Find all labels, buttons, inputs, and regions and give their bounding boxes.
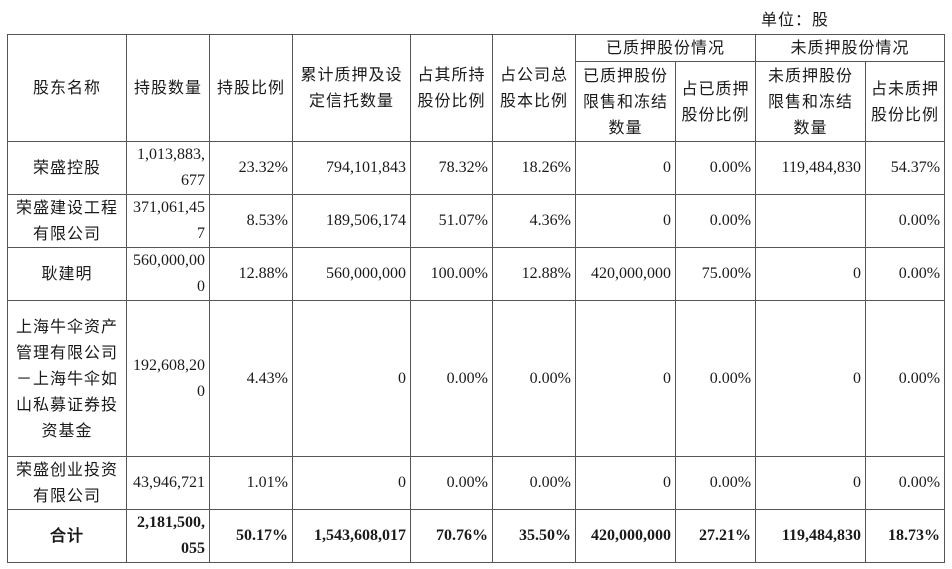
shares-held: 192,608,200 <box>126 300 210 457</box>
shares-held: 371,061,457 <box>126 194 210 248</box>
pct-total-capital: 0.00% <box>492 300 576 457</box>
total-pct-unpledged: 18.73% <box>865 509 946 563</box>
holding-ratio: 1.01% <box>209 456 293 510</box>
pledged-restricted-frozen: 0 <box>575 141 676 195</box>
shares-held: 560,000,000 <box>126 247 210 301</box>
total-unpledged-restricted-frozen: 119,484,830 <box>755 509 867 563</box>
unpledged-restricted-frozen: 0 <box>755 300 867 457</box>
pct-pledged: 0.00% <box>674 300 757 457</box>
pct-unpledged: 0.00% <box>865 247 946 301</box>
total-shares-held: 2,181,500,055 <box>126 509 210 563</box>
total-cumulative-pledged: 1,543,608,017 <box>292 509 411 563</box>
pct-unpledged: 54.37% <box>865 141 946 195</box>
header-pct-total-capital: 占公司总股本比例 <box>492 34 576 142</box>
header-shares-held: 持股数量 <box>126 34 210 142</box>
pct-total-capital: 18.26% <box>492 141 576 195</box>
cumulative-pledged: 189,506,174 <box>292 194 411 248</box>
unpledged-restricted-frozen <box>755 194 867 248</box>
table-row: 荣盛建设工程有限公司 371,061,457 8.53% 189,506,174… <box>7 194 946 248</box>
header-pledged-restricted-frozen: 已质押股份限售和冻结数量 <box>575 61 676 142</box>
shares-held: 1,013,883,677 <box>126 141 210 195</box>
cumulative-pledged: 794,101,843 <box>292 141 411 195</box>
cumulative-pledged: 0 <box>292 456 411 510</box>
unit-label: 单位：股 <box>761 10 830 29</box>
pct-own-holding: 51.07% <box>410 194 493 248</box>
pledge-table: 股东名称 持股数量 持股比例 累计质押及设定信托数量 占其所持股份比例 占公司总… <box>7 34 946 563</box>
header-cumulative-pledged: 累计质押及设定信托数量 <box>292 34 411 142</box>
shareholder-name: 荣盛控股 <box>7 141 127 195</box>
total-pct-pledged: 27.21% <box>674 509 757 563</box>
table-row: 荣盛创业投资有限公司 43,946,721 1.01% 0 0.00% 0.00… <box>7 456 946 510</box>
header-pct-unpledged: 占未质押股份比例 <box>865 61 946 142</box>
header-pledged-group: 已质押股份情况 <box>574 34 757 62</box>
cumulative-pledged: 560,000,000 <box>292 247 411 301</box>
unpledged-restricted-frozen: 119,484,830 <box>755 141 867 195</box>
table-row: 上海牛伞资产管理有限公司－上海牛伞如山私募证券投资基金 192,608,200 … <box>7 300 946 457</box>
pledged-restricted-frozen: 0 <box>575 300 676 457</box>
total-pct-total-capital: 35.50% <box>492 509 576 563</box>
pct-own-holding: 0.00% <box>410 456 493 510</box>
shareholder-name: 上海牛伞资产管理有限公司－上海牛伞如山私募证券投资基金 <box>7 300 127 457</box>
header-shareholder-name: 股东名称 <box>7 34 127 142</box>
total-pct-own-holding: 70.76% <box>410 509 493 563</box>
total-row: 合计 2,181,500,055 50.17% 1,543,608,017 70… <box>7 509 946 563</box>
pct-unpledged: 0.00% <box>865 300 946 457</box>
pct-total-capital: 12.88% <box>492 247 576 301</box>
holding-ratio: 23.32% <box>209 141 293 195</box>
total-holding-ratio: 50.17% <box>209 509 293 563</box>
holding-ratio: 12.88% <box>209 247 293 301</box>
total-label: 合计 <box>7 509 127 563</box>
pledged-restricted-frozen: 420,000,000 <box>575 247 676 301</box>
shareholder-name: 荣盛建设工程有限公司 <box>7 194 127 248</box>
unpledged-restricted-frozen: 0 <box>755 247 867 301</box>
holding-ratio: 4.43% <box>209 300 293 457</box>
header-pct-pledged: 占已质押股份比例 <box>674 61 757 142</box>
header-holding-ratio: 持股比例 <box>209 34 293 142</box>
header-unpledged-group: 未质押股份情况 <box>755 34 946 62</box>
header-pct-own-holding: 占其所持股份比例 <box>410 34 493 142</box>
shareholder-name: 耿建明 <box>7 247 127 301</box>
shareholder-name: 荣盛创业投资有限公司 <box>7 456 127 510</box>
table-row: 耿建明 560,000,000 12.88% 560,000,000 100.0… <box>7 247 946 301</box>
pct-own-holding: 0.00% <box>410 300 493 457</box>
table-row: 荣盛控股 1,013,883,677 23.32% 794,101,843 78… <box>7 141 946 195</box>
pct-unpledged: 0.00% <box>865 194 946 248</box>
pledged-restricted-frozen: 0 <box>575 194 676 248</box>
pct-pledged: 75.00% <box>674 247 757 301</box>
pct-own-holding: 100.00% <box>410 247 493 301</box>
header-unpledged-restricted-frozen: 未质押股份限售和冻结数量 <box>755 61 867 142</box>
pct-total-capital: 0.00% <box>492 456 576 510</box>
pct-pledged: 0.00% <box>674 194 757 248</box>
pledged-restricted-frozen: 0 <box>575 456 676 510</box>
shares-held: 43,946,721 <box>126 456 210 510</box>
pct-pledged: 0.00% <box>674 456 757 510</box>
pct-unpledged: 0.00% <box>865 456 946 510</box>
pct-total-capital: 4.36% <box>492 194 576 248</box>
unpledged-restricted-frozen: 0 <box>755 456 867 510</box>
holding-ratio: 8.53% <box>209 194 293 248</box>
pct-pledged: 0.00% <box>674 141 757 195</box>
cumulative-pledged: 0 <box>292 300 411 457</box>
pct-own-holding: 78.32% <box>410 141 493 195</box>
total-pledged-restricted-frozen: 420,000,000 <box>575 509 676 563</box>
